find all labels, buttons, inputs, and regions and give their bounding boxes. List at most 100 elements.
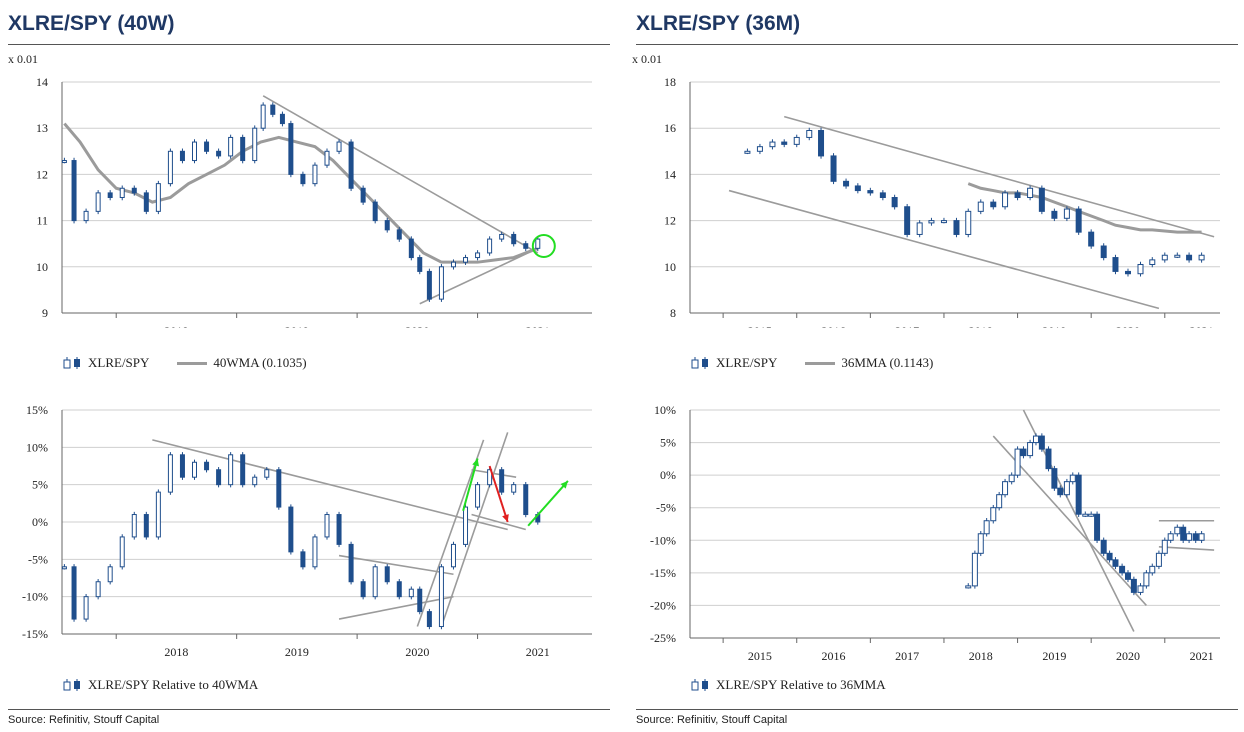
candle-body (1198, 533, 1205, 541)
candle (511, 481, 517, 495)
candle-body (384, 220, 390, 231)
candle-body (1186, 254, 1193, 261)
candle (360, 185, 366, 205)
candle (1032, 433, 1039, 446)
candle-body (260, 104, 266, 129)
candle-body (372, 566, 378, 598)
candle (1130, 576, 1137, 596)
arrow-head-green (560, 480, 568, 489)
legend-label-ma: 36MMA (0.1143) (841, 355, 934, 370)
trendline (1158, 546, 1215, 551)
candle (1155, 550, 1162, 570)
trendline (471, 468, 517, 478)
candle-body (1088, 231, 1095, 247)
y-tick-label: 10 (36, 260, 48, 274)
candle-body (1088, 513, 1095, 517)
candle (1100, 243, 1107, 261)
candle-body (1027, 187, 1034, 198)
candle-body (107, 192, 113, 199)
x-tick-label: 2019 (1042, 649, 1066, 663)
x-tick-label: 2020 (405, 324, 429, 328)
x-tick-label: 2021 (1190, 649, 1214, 663)
candle (487, 467, 493, 488)
candle-body (438, 266, 444, 300)
candle (396, 579, 402, 600)
candle (983, 518, 990, 537)
candle (1124, 570, 1131, 583)
candle (1020, 446, 1027, 459)
candle (1069, 472, 1076, 485)
candle-body (300, 551, 306, 568)
title-rule-right (636, 44, 1238, 45)
candle-body (426, 270, 432, 300)
candle-body (95, 581, 101, 598)
candle (854, 183, 861, 194)
candle-body (204, 141, 210, 152)
candle-body (1051, 210, 1058, 219)
x-tick-label: 2020 (405, 645, 429, 659)
candle-body (396, 229, 402, 240)
candle-body (71, 160, 77, 222)
candle-body (372, 201, 378, 222)
y-tick-label: 9 (42, 306, 48, 320)
candle (990, 199, 997, 210)
y-tick-label: 12 (36, 167, 48, 181)
candle (830, 153, 837, 185)
candle-body (806, 130, 813, 138)
candle-body (990, 507, 997, 522)
candle (996, 491, 1003, 511)
candle-body (523, 243, 529, 249)
candle (977, 199, 984, 215)
candle-body (417, 588, 423, 613)
candle-body (499, 469, 505, 493)
candle (1063, 478, 1070, 498)
candle (1057, 485, 1064, 498)
x-tick-label: 2021 (526, 324, 550, 328)
candle (61, 157, 67, 164)
candle (843, 178, 850, 189)
candle-body (204, 461, 210, 471)
candle-body (1038, 435, 1045, 450)
candle-body (891, 197, 898, 208)
candle (1149, 257, 1156, 268)
y-tick-label: 15% (26, 403, 48, 417)
candle-body (996, 494, 1003, 509)
candle-body (312, 536, 318, 568)
candle (131, 511, 137, 540)
candle (131, 185, 137, 196)
candle-body (228, 454, 234, 486)
x-tick-label: 2018 (969, 324, 993, 328)
candle (965, 583, 972, 589)
candle-body (228, 136, 234, 157)
candle (523, 240, 529, 252)
candle (384, 217, 390, 233)
candle-body (179, 150, 185, 162)
candle (384, 564, 390, 585)
candle-body (781, 141, 788, 145)
candle-body (216, 150, 222, 157)
candle (204, 139, 210, 155)
candle (1143, 570, 1150, 589)
candle-body (312, 164, 318, 185)
candle (818, 127, 825, 159)
candle-body (1014, 448, 1021, 476)
trendline (152, 439, 508, 531)
y-tick-label: -20% (650, 598, 676, 612)
y-tick-label: 10% (654, 403, 676, 417)
candle-body (1180, 526, 1187, 541)
candle (270, 102, 276, 118)
candle-body (83, 596, 89, 620)
candle (107, 190, 113, 201)
candle-body (1038, 187, 1045, 212)
candle-body (324, 150, 330, 166)
candle (312, 534, 318, 570)
candle (216, 148, 222, 159)
x-tick-label: 2021 (526, 645, 550, 659)
y-tick-label: 11 (36, 214, 48, 228)
candle-body (756, 146, 763, 152)
candle (61, 564, 67, 570)
candle (1051, 465, 1058, 491)
candle-body (264, 469, 270, 478)
trendline (338, 595, 454, 620)
trendline (262, 95, 539, 254)
